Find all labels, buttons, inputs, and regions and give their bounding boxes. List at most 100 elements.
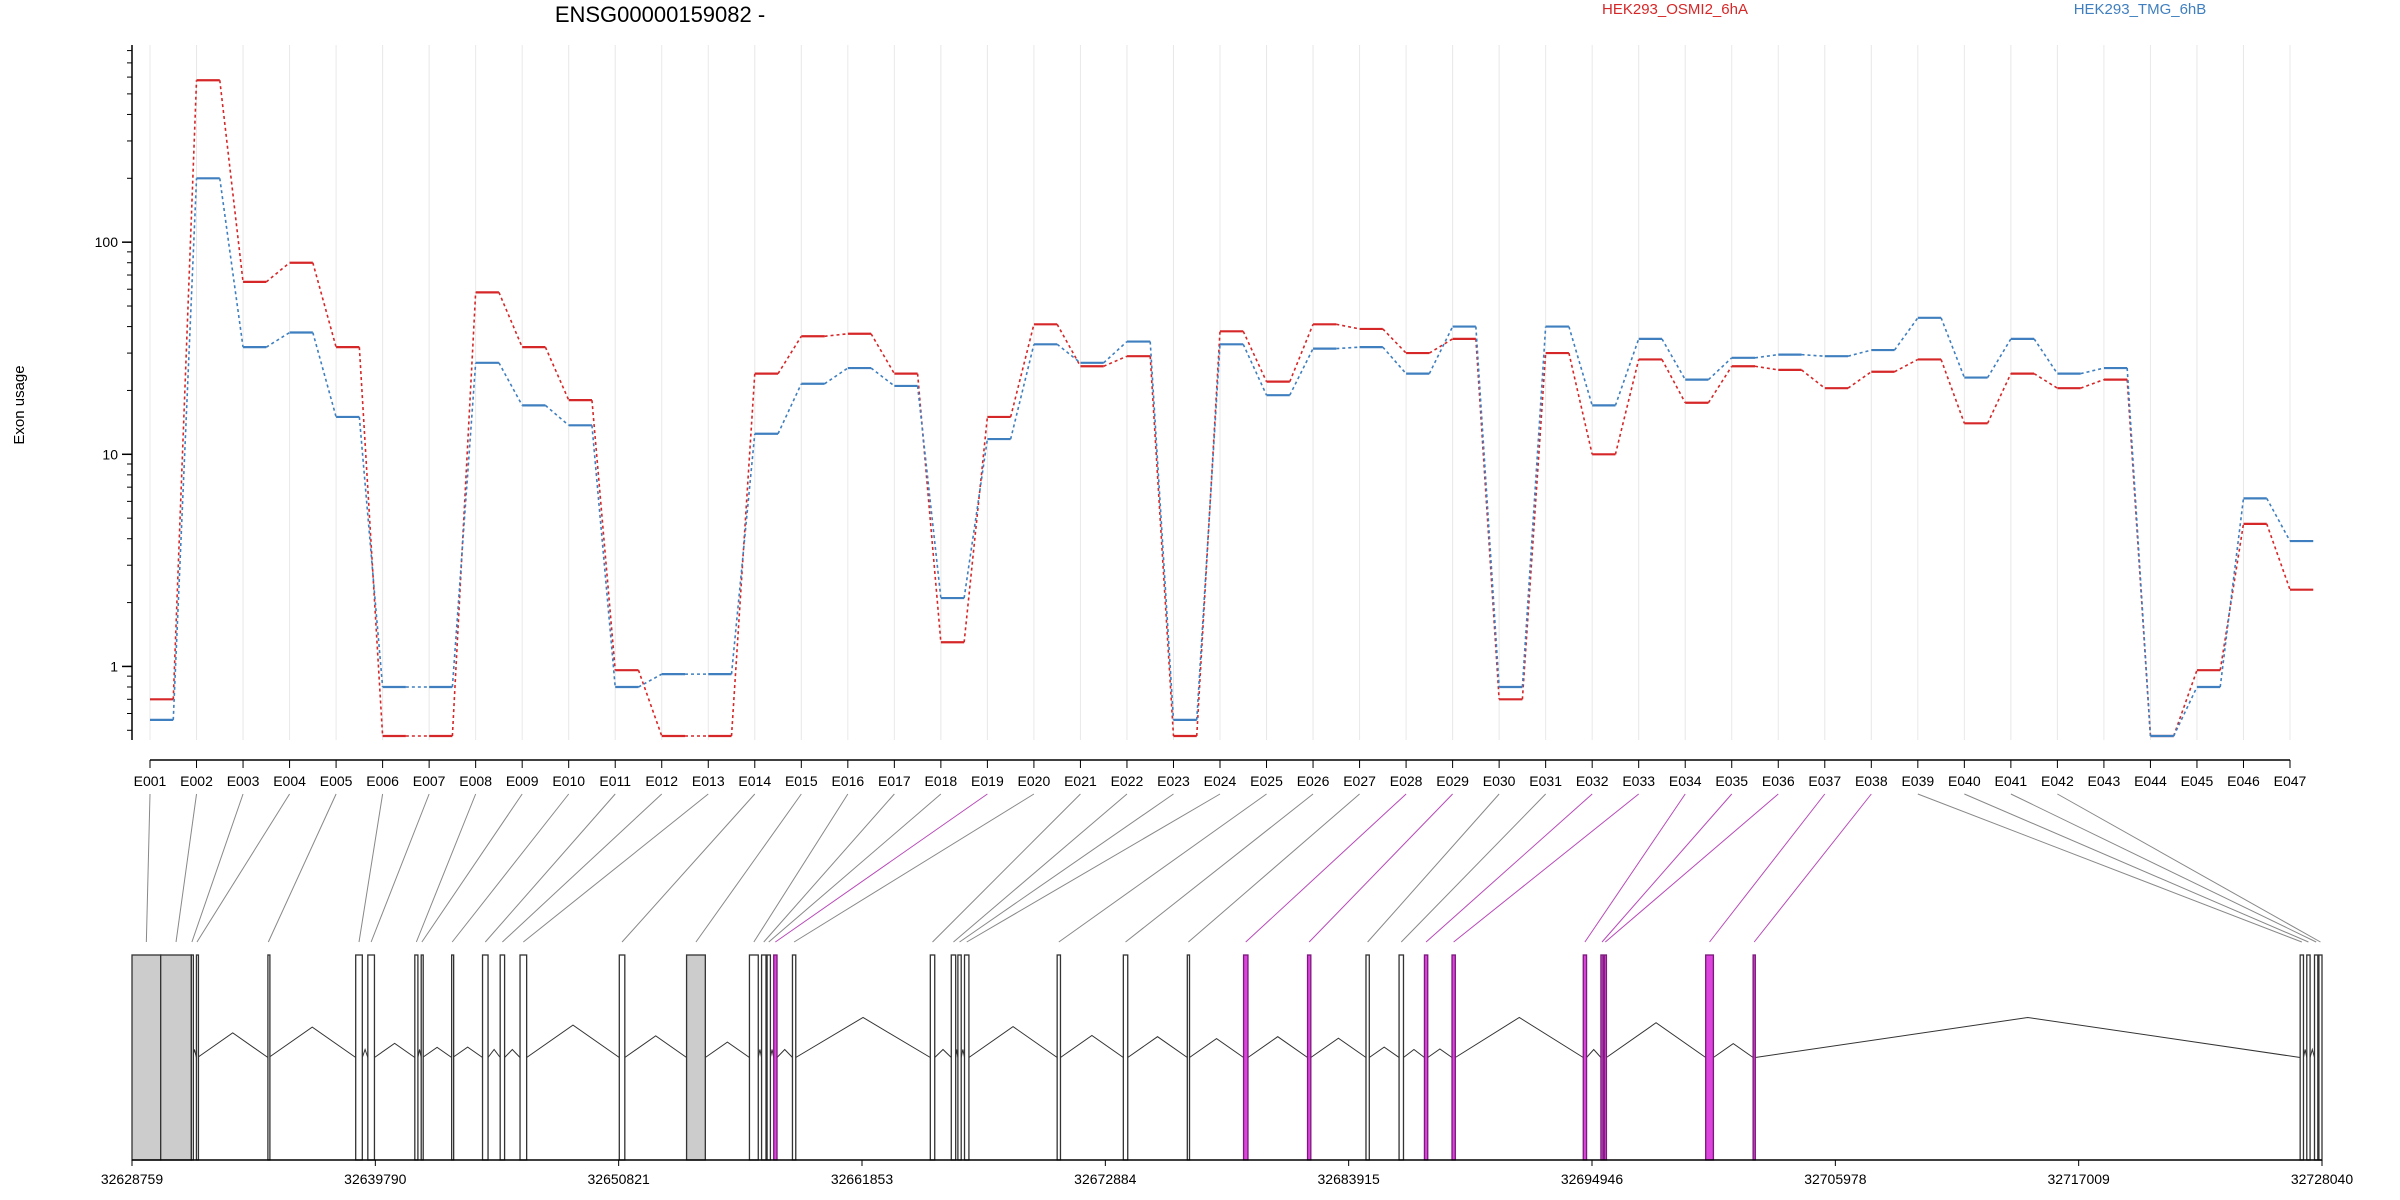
intron: [705, 1041, 750, 1058]
intron: [934, 1048, 952, 1058]
y-axis: 1 10 100: [95, 45, 133, 740]
series-connector: [1986, 373, 2012, 424]
series-connector: [1382, 346, 1407, 375]
series-connector: [916, 385, 942, 599]
connector-E014: [621, 793, 756, 943]
exon-E016: [748, 954, 759, 1161]
series-a: [150, 79, 2314, 738]
plot-area: [150, 79, 2314, 738]
x-tick-label: E015: [785, 773, 818, 789]
exon-E027: [1186, 954, 1191, 1161]
series-connector: [1242, 330, 1268, 382]
x-tick-label: E018: [925, 773, 958, 789]
exon-E014: [618, 954, 626, 1161]
series-connector: [730, 373, 756, 737]
intron: [1127, 1036, 1188, 1058]
series-connector: [916, 373, 942, 643]
series-connector: [1382, 328, 1407, 354]
series-connector: [1521, 353, 1547, 700]
exon-E015: [685, 954, 706, 1161]
series-connector: [2126, 379, 2152, 737]
intron: [1369, 1046, 1400, 1058]
x-tick-label: E034: [1669, 773, 1702, 789]
exon-E005: [267, 954, 271, 1161]
x-tick-label: E026: [1297, 773, 1330, 789]
exon-E019: [773, 954, 778, 1161]
connector-E032: [1425, 793, 1593, 943]
exon-E017: [760, 954, 767, 1161]
x-tick-label: E022: [1111, 773, 1144, 789]
y-axis-label: Exon usage: [11, 365, 28, 444]
x-tick-label: E029: [1436, 773, 1469, 789]
genomic-tick-label: 32728040: [2291, 1171, 2354, 1187]
genomic-tick-label: 32650821: [588, 1171, 651, 1187]
series-connector: [544, 346, 570, 401]
intron: [968, 1026, 1058, 1058]
series-connector: [1940, 359, 1966, 424]
exon-E040: [2306, 954, 2311, 1161]
series-connector: [498, 362, 523, 406]
series-connector: [2033, 372, 2058, 389]
connector-E025: [1058, 793, 1267, 943]
exon-E035: [1600, 954, 1604, 1161]
series-connector: [451, 292, 477, 737]
x-tick-label: E006: [366, 773, 399, 789]
series-connector: [1428, 338, 1454, 354]
connector-E036: [1604, 793, 1779, 943]
connector-E023: [959, 793, 1174, 943]
series-connector: [1754, 353, 1779, 359]
x-tick-label: E025: [1250, 773, 1283, 789]
chart-title: ENSG00000159082 -: [555, 2, 765, 27]
exon-E039: [2299, 954, 2305, 1161]
series-connector: [1893, 317, 1919, 351]
series-connector: [265, 331, 290, 348]
x-tick-label: E019: [971, 773, 1004, 789]
connector-E006: [358, 793, 384, 943]
exon-E001: [131, 954, 162, 1161]
series-connector: [638, 673, 663, 688]
series-connector: [824, 367, 849, 385]
y-tick-label: 10: [102, 446, 118, 462]
x-axis: E001 E002 E003 E004 E005 E006 E007 E008 E009 E010…: [134, 759, 2307, 789]
series-connector: [1568, 352, 1593, 455]
series-connector: [1195, 331, 1221, 737]
x-tick-label: E040: [1948, 773, 1981, 789]
series-connector: [1661, 359, 1686, 404]
series-connector: [358, 347, 384, 737]
series-connector: [777, 383, 803, 435]
series-connector: [1661, 338, 1686, 380]
x-tick-label: E023: [1157, 773, 1190, 789]
x-tick-label: E037: [1808, 773, 1841, 789]
connector-E028: [1245, 793, 1407, 943]
series-connector: [312, 332, 337, 418]
series-connector: [2080, 378, 2105, 389]
intron: [1586, 1048, 1602, 1058]
connector-E031: [1400, 793, 1547, 943]
exon-E033: [1451, 954, 1456, 1161]
intron: [1247, 1036, 1308, 1058]
series-connector: [1009, 344, 1035, 440]
exon-E041: [2313, 954, 2319, 1161]
series-connector: [1801, 353, 1825, 358]
gene-model: [131, 954, 2323, 1161]
genomic-tick-label: 32639790: [344, 1171, 407, 1187]
series-connector: [1940, 317, 1966, 378]
intron: [795, 1016, 931, 1058]
intron: [526, 1024, 620, 1058]
x-tick-label: E021: [1064, 773, 1097, 789]
x-tick-label: E013: [692, 773, 725, 789]
series-connector: [1428, 326, 1454, 374]
series-connector: [1894, 358, 1919, 373]
exon-E024: [963, 954, 970, 1161]
x-tick-label: E033: [1622, 773, 1655, 789]
intron: [1310, 1037, 1367, 1058]
x-tick-label: E036: [1762, 773, 1795, 789]
series-connector: [1986, 338, 2012, 378]
intron: [197, 1032, 269, 1058]
series-connector: [1289, 324, 1314, 382]
exon-E020: [791, 954, 797, 1161]
connector-E004: [196, 793, 290, 943]
exon-E030: [1365, 954, 1370, 1161]
series-connector: [963, 438, 989, 599]
connector-E009: [421, 793, 523, 943]
